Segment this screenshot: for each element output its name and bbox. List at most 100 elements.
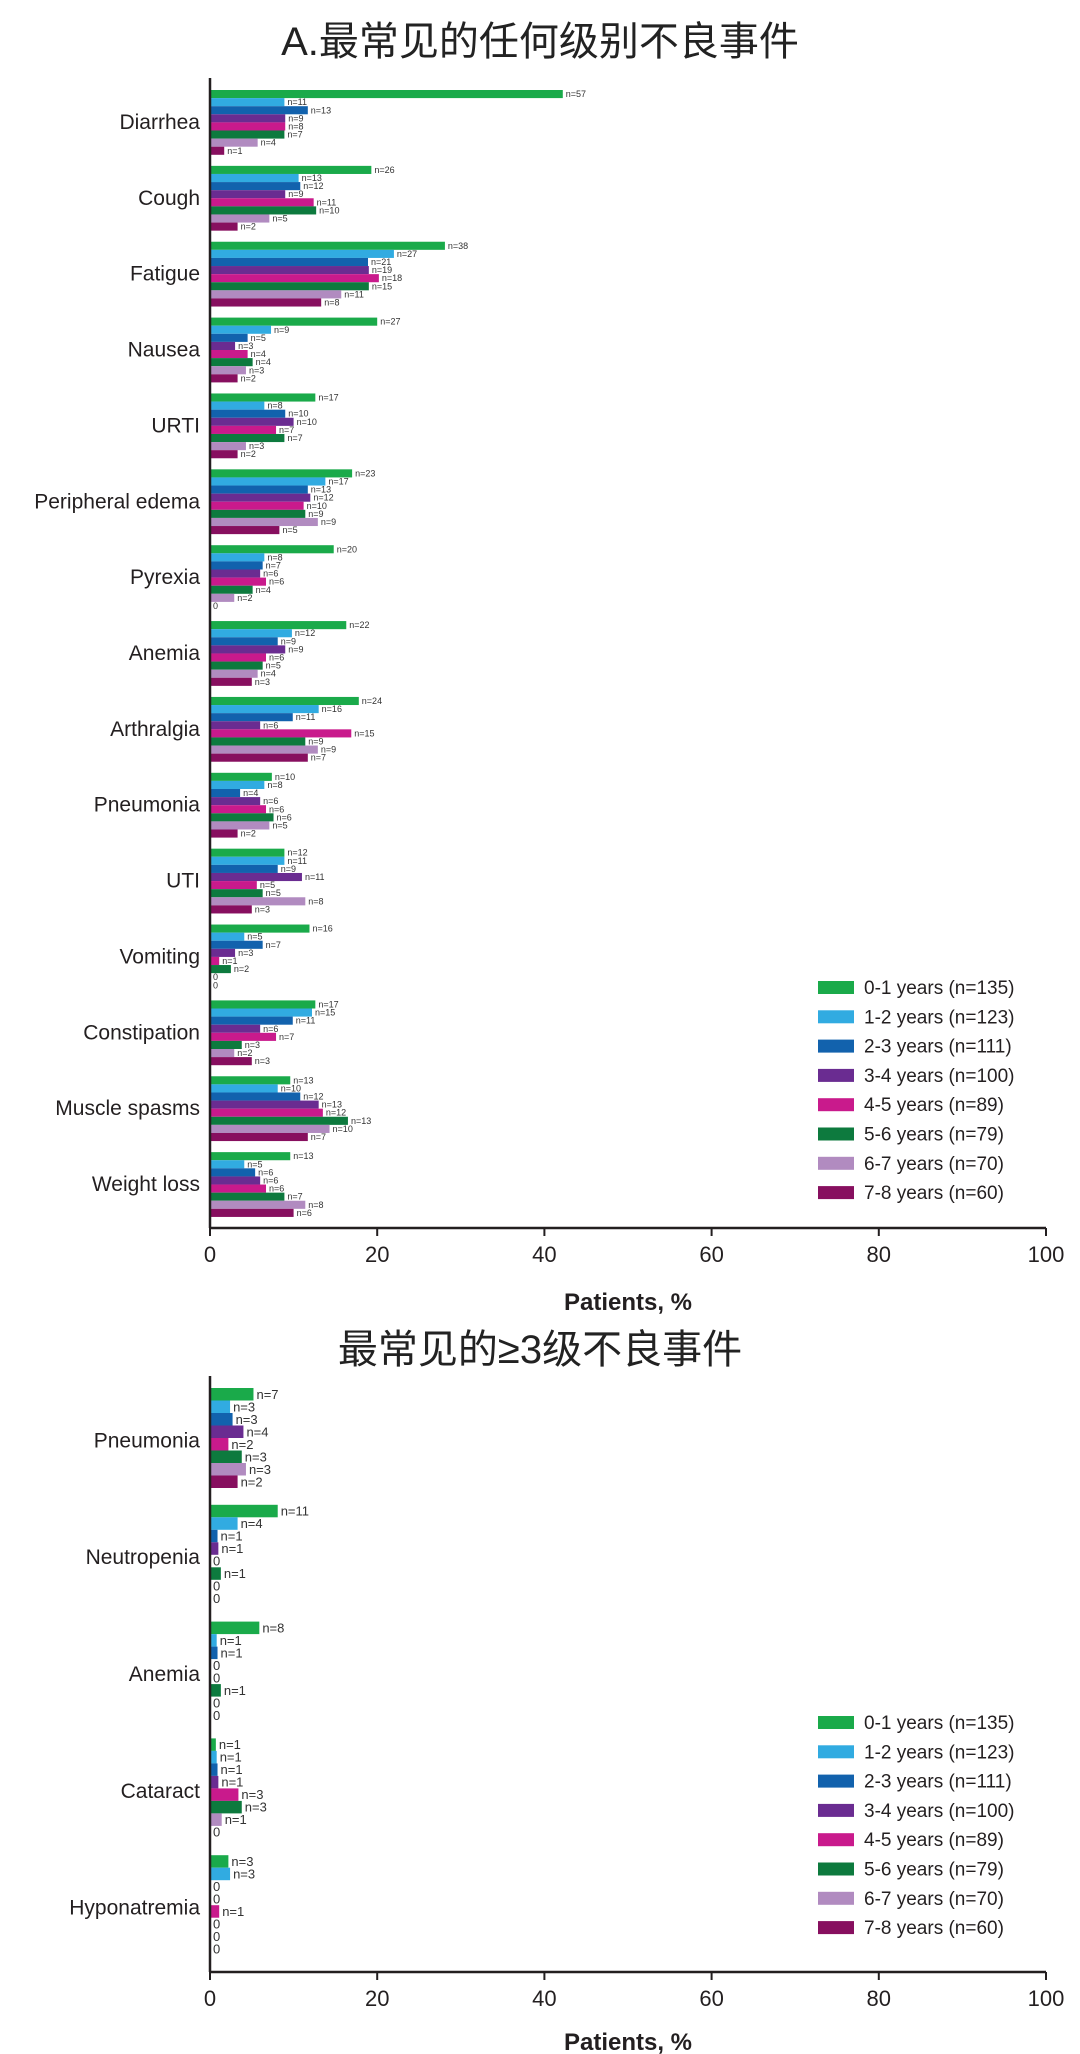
legend-swatch: [818, 1156, 854, 1170]
bar: [210, 805, 267, 814]
bar: [210, 1517, 238, 1530]
data-label: n=4: [251, 349, 266, 359]
bar: [210, 1160, 245, 1169]
data-label: 0: [213, 980, 218, 990]
data-label: n=13: [322, 1100, 342, 1110]
data-label: n=2: [241, 373, 256, 383]
bar: [210, 114, 286, 123]
bar: [210, 1388, 254, 1401]
bar: [210, 713, 293, 722]
data-label: n=5: [282, 525, 297, 535]
bar: [210, 881, 257, 890]
data-label: n=5: [272, 214, 287, 224]
x-tick-label: 40: [532, 1986, 556, 2011]
bar: [210, 450, 238, 459]
bar: [210, 222, 238, 231]
data-label: n=10: [281, 1083, 301, 1093]
bar: [210, 1750, 217, 1764]
legend-label: 4-5 years (n=89): [864, 1830, 1004, 1851]
bar: [210, 98, 285, 107]
data-label: n=6: [263, 1024, 278, 1034]
data-label: n=11: [296, 712, 316, 722]
data-label: n=3: [249, 441, 264, 451]
data-label: n=8: [267, 401, 282, 411]
data-label: n=22: [349, 620, 369, 630]
data-label: n=3: [255, 677, 270, 687]
data-label: 0: [213, 1825, 220, 1840]
data-label: n=1: [221, 1541, 243, 1556]
data-label: n=8: [288, 121, 303, 131]
bar: [210, 317, 378, 326]
category-label: Anemia: [129, 642, 201, 665]
data-label: n=3: [238, 341, 253, 351]
data-label: n=3: [233, 1399, 255, 1414]
x-tick-label: 80: [867, 1986, 891, 2011]
bar: [210, 425, 277, 434]
category-label: Cough: [138, 187, 200, 210]
data-label: n=3: [245, 1040, 260, 1050]
data-label: n=5: [266, 661, 281, 671]
bar: [210, 1400, 231, 1413]
bar: [210, 1763, 218, 1776]
bar: [210, 645, 286, 654]
data-label: n=3: [249, 1462, 271, 1477]
bar: [210, 1788, 239, 1801]
bar: [210, 1057, 252, 1066]
category-label: Muscle spasms: [55, 1097, 200, 1120]
legend-label: 5-6 years (n=79): [864, 1860, 1004, 1881]
data-label: n=1: [222, 1904, 244, 1919]
bar: [210, 241, 445, 250]
data-label: n=18: [382, 273, 402, 283]
data-label: n=6: [263, 720, 278, 730]
x-tick-label: 20: [365, 1986, 389, 2011]
data-label: n=12: [326, 1108, 346, 1118]
data-label: n=9: [281, 864, 296, 874]
bar: [210, 889, 263, 898]
bar: [210, 1413, 233, 1426]
data-label: n=27: [397, 249, 417, 259]
data-label: n=13: [311, 485, 331, 495]
data-label: n=2: [241, 829, 256, 839]
bar: [210, 797, 261, 806]
bar: [210, 1176, 261, 1185]
x-tick-label: 60: [699, 1242, 723, 1267]
bar: [210, 661, 263, 670]
data-label: n=9: [321, 517, 336, 527]
bar: [210, 1124, 330, 1133]
bar: [210, 940, 263, 949]
legend-swatch: [818, 1186, 854, 1200]
data-label: n=1: [219, 1737, 241, 1752]
data-label: n=9: [308, 736, 323, 746]
bar: [210, 198, 314, 207]
data-label: n=7: [279, 1032, 294, 1042]
data-label: n=1: [225, 1812, 247, 1827]
data-label: 0: [213, 1695, 220, 1710]
data-label: n=2: [234, 964, 249, 974]
bar: [210, 780, 265, 789]
bar: [210, 1738, 216, 1751]
bar: [210, 493, 311, 502]
bar: [210, 442, 246, 451]
bar: [210, 1168, 256, 1177]
data-label: n=4: [261, 138, 276, 148]
data-label: n=4: [261, 669, 276, 679]
data-label: 0: [213, 1879, 220, 1894]
data-label: n=5: [247, 1159, 262, 1169]
chart-2: 最常见的≥3级不良事件 Pneumonia Neutropenia Anemia Cat…: [69, 1328, 1064, 2054]
legend-label: 0-1 years (n=135): [864, 978, 1015, 999]
bar: [210, 206, 317, 215]
data-label: n=11: [296, 1016, 316, 1026]
data-label: n=12: [303, 1092, 323, 1102]
data-label: n=1: [224, 1683, 246, 1698]
data-label: 0: [213, 1891, 220, 1906]
bar: [210, 1504, 278, 1518]
data-label: n=2: [231, 1437, 253, 1452]
data-label: n=5: [266, 888, 281, 898]
data-label: n=3: [249, 365, 264, 375]
data-label: n=4: [243, 788, 258, 798]
bar: [210, 924, 310, 933]
category-label: Pneumonia: [94, 1429, 201, 1452]
bar: [210, 721, 261, 730]
legend-swatch: [818, 1833, 854, 1847]
